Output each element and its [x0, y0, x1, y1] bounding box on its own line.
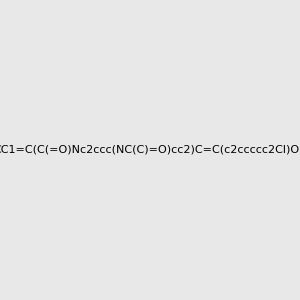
Text: CC1=C(C(=O)Nc2ccc(NC(C)=O)cc2)C=C(c2ccccc2Cl)O1: CC1=C(C(=O)Nc2ccc(NC(C)=O)cc2)C=C(c2cccc…: [0, 145, 300, 155]
